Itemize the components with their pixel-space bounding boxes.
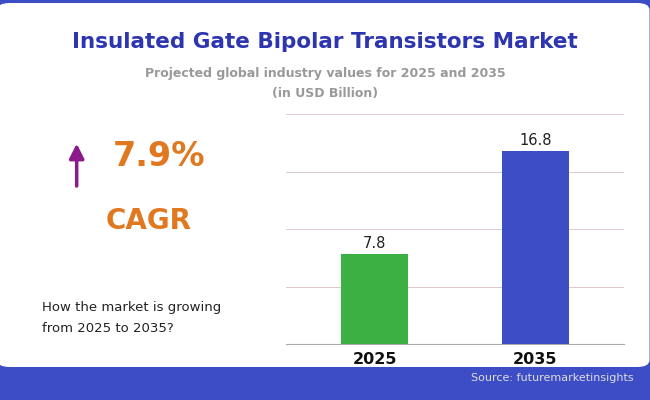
FancyBboxPatch shape xyxy=(0,3,649,367)
Text: How the market is growing
from 2025 to 2035?: How the market is growing from 2025 to 2… xyxy=(42,302,222,334)
Text: 7.8: 7.8 xyxy=(363,236,386,252)
Text: Source: futuremarketinsights: Source: futuremarketinsights xyxy=(471,373,634,383)
Text: Insulated Gate Bipolar Transistors Market: Insulated Gate Bipolar Transistors Marke… xyxy=(72,32,578,52)
Text: 16.8: 16.8 xyxy=(519,133,552,148)
Text: (in USD Billion): (in USD Billion) xyxy=(272,88,378,100)
Bar xyxy=(341,254,408,344)
FancyBboxPatch shape xyxy=(30,107,246,277)
Text: Projected global industry values for 2025 and 2035: Projected global industry values for 202… xyxy=(145,68,505,80)
Text: 7.9%: 7.9% xyxy=(112,140,205,173)
Text: CAGR: CAGR xyxy=(105,207,191,235)
Bar xyxy=(502,151,569,344)
